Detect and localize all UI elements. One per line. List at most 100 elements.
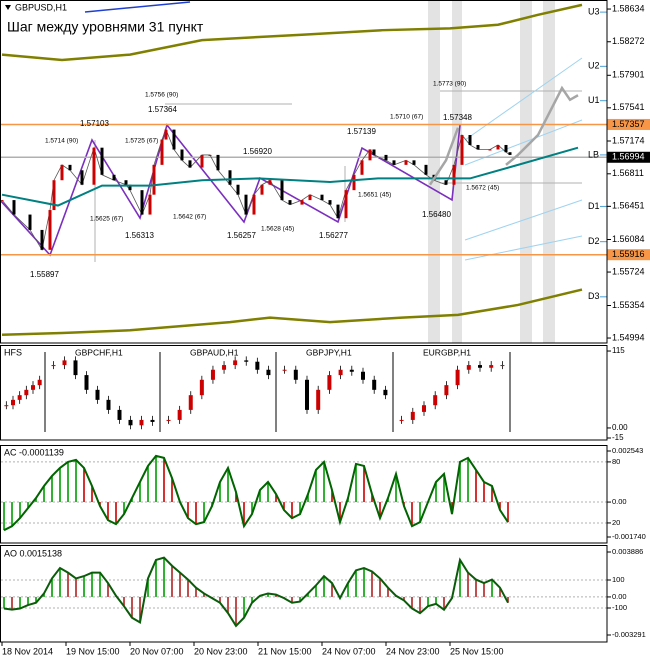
candle (410, 411, 415, 420)
candle (316, 389, 321, 410)
y-tick-label: 1.56451 (612, 201, 645, 211)
annotation: 1.5756 (90) (145, 92, 178, 99)
y-tick-label: 0.00 (612, 497, 627, 506)
histogram-bar (307, 494, 309, 503)
candle (52, 180, 56, 211)
candle (40, 229, 44, 250)
histogram-bar (11, 502, 13, 527)
histogram-bar (227, 467, 229, 503)
candle (372, 149, 376, 155)
histogram-bar (427, 596, 429, 607)
histogram-bar (219, 596, 221, 603)
candle (460, 135, 464, 165)
y-tick-label: 1.55354 (612, 300, 645, 310)
histogram-bar (355, 570, 357, 597)
candle (17, 395, 22, 400)
candle (404, 160, 408, 165)
histogram-bar (195, 587, 197, 597)
histogram-bar (283, 502, 285, 511)
candle (228, 170, 232, 185)
band (543, 0, 555, 343)
candle (266, 369, 271, 376)
histogram-bar (107, 502, 109, 521)
candle (361, 371, 365, 380)
candle (62, 360, 67, 366)
histogram-bar (195, 502, 197, 525)
candle (128, 419, 133, 426)
band (520, 0, 532, 343)
histogram-bar (491, 485, 493, 503)
histogram-bar (475, 469, 477, 503)
y-tick-label: 1.55724 (612, 266, 645, 276)
candle (412, 160, 416, 165)
candle (504, 144, 508, 153)
histogram-bar (59, 568, 61, 597)
histogram-bar (187, 579, 189, 597)
frame (0, 545, 608, 643)
candle (327, 375, 332, 390)
candle (31, 385, 35, 390)
menu-icon (5, 5, 11, 10)
y-tick-label: 0.00 (612, 423, 628, 432)
candle (73, 360, 78, 376)
candle (368, 149, 372, 161)
histogram-bar (371, 494, 373, 503)
candle (199, 379, 204, 396)
x-tick-label: 20 Nov 23:00 (194, 646, 248, 656)
annotation: 1.5672 (45) (466, 185, 499, 192)
histogram-bar (299, 596, 301, 602)
candle (338, 369, 343, 376)
histogram-bar (139, 596, 141, 623)
candle (188, 160, 192, 168)
candle (308, 194, 312, 201)
histogram-bar (331, 490, 333, 503)
chart-title: GBPUSD,H1 (15, 2, 67, 12)
x-tick-label: 21 Nov 15:00 (258, 646, 312, 656)
y-tick-label: -0.001740 (612, 532, 646, 541)
histogram-bar (323, 461, 325, 503)
candle (268, 180, 272, 185)
histogram-bar (139, 481, 141, 503)
candle (384, 154, 388, 161)
highlight-bands (428, 0, 555, 343)
annotation: 1.5642 (67) (173, 214, 206, 221)
candle (172, 129, 176, 150)
annotation: 1.57364 (148, 105, 177, 114)
histogram-bar (3, 596, 5, 609)
candle (140, 190, 144, 215)
x-tick-label: 19 Nov 15:00 (66, 646, 120, 656)
candle (349, 369, 354, 372)
candle (466, 365, 471, 370)
level-label: D2 (588, 236, 600, 246)
strip-separators (44, 352, 511, 432)
candle (60, 164, 64, 181)
level-label: D1 (588, 201, 600, 211)
fib-line (464, 235, 583, 261)
candle (252, 194, 256, 215)
panel-title: HFS (4, 347, 22, 357)
histogram-bar (459, 461, 461, 503)
histogram-bar (379, 578, 381, 597)
histogram-bar (187, 502, 189, 519)
histogram-bar (19, 502, 21, 519)
candle (496, 144, 500, 150)
candle (468, 135, 472, 145)
histogram-bar (259, 490, 261, 503)
candle (372, 379, 377, 390)
frame (0, 445, 608, 544)
histogram-bar (443, 473, 445, 503)
histogram-bar (147, 465, 149, 503)
y-tick-label: 0.00 (612, 592, 627, 601)
histogram-bar (307, 593, 309, 597)
panel-title: AO 0.0015138 (4, 548, 62, 558)
price-tag-label: 1.57357 (612, 119, 645, 129)
candle (455, 369, 460, 386)
candle (244, 360, 249, 362)
histogram-bar (267, 481, 269, 503)
histogram-bar (331, 583, 333, 597)
frame (0, 345, 608, 441)
histogram-bar (75, 578, 77, 597)
annotation: 1.5628 (45) (261, 226, 294, 233)
histogram-bar (43, 593, 45, 597)
